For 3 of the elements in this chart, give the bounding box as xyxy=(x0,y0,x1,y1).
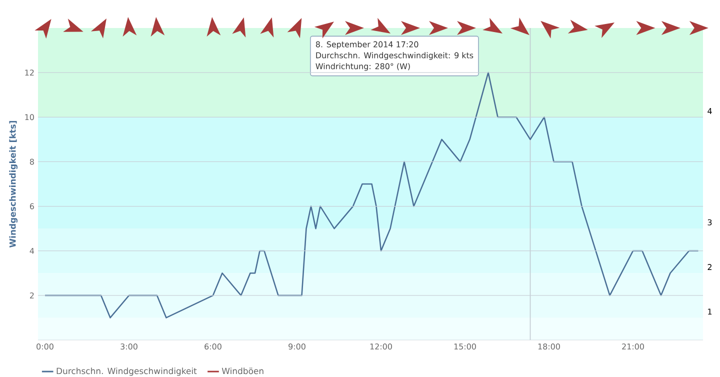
legend-label: Windböen xyxy=(222,368,264,374)
y-axis-title: Windgeschwindigkeit [kts] xyxy=(9,120,18,248)
legend-label: Durchschn. Windgeschwindigkeit xyxy=(56,368,197,376)
